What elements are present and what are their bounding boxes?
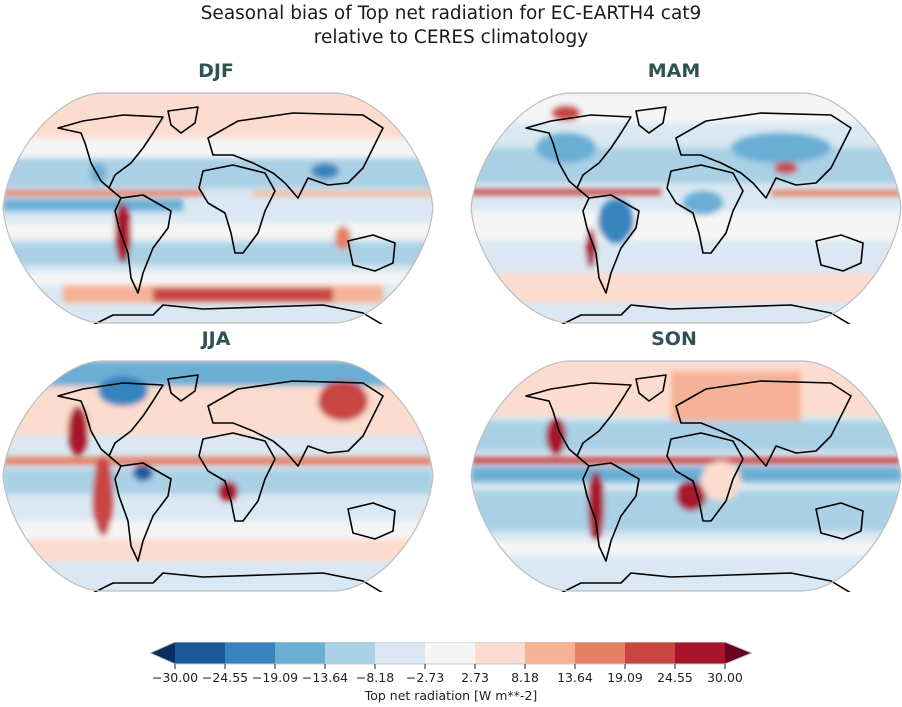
colorbar-segment — [425, 642, 476, 664]
colorbar-segment — [275, 642, 326, 664]
colorbar-tick-label: 19.09 — [607, 670, 643, 685]
colorbar-segment — [175, 642, 226, 664]
colorbar-segment — [225, 642, 276, 664]
colorbar-tick-labels: −30.00 −24.55 −19.09 −13.64 −8.18 −2.73 2.73 8.… — [150, 670, 752, 686]
map-son — [470, 360, 902, 592]
colorbar-tick-label: −13.64 — [301, 670, 349, 685]
map-djf — [2, 92, 434, 324]
colorbar-tick-label: 24.55 — [657, 670, 693, 685]
colorbar-tick-label: −30.00 — [151, 670, 199, 685]
colorbar — [148, 641, 754, 669]
colorbar-tick-label: −24.55 — [201, 670, 249, 685]
colorbar-tick-label: 30.00 — [707, 670, 743, 685]
colorbar-segment — [375, 642, 426, 664]
colorbar-segment — [525, 642, 576, 664]
colorbar-segment — [475, 642, 526, 664]
colorbar-extend-max — [725, 642, 752, 664]
title-line-1: Seasonal bias of Top net radiation for E… — [200, 3, 702, 24]
panel-title-jja: JJA — [201, 328, 231, 350]
panel-title-son: SON — [651, 328, 697, 350]
map-jja — [2, 360, 434, 592]
figure-title: Seasonal bias of Top net radiation for E… — [0, 2, 902, 50]
colorbar-segment — [675, 642, 726, 664]
colorbar-tick-label: 8.18 — [511, 670, 539, 685]
title-line-2: relative to CERES climatology — [313, 27, 589, 48]
colorbar-tick-label: −8.18 — [355, 670, 395, 685]
panel-title-djf: DJF — [198, 60, 234, 82]
map-mam — [470, 92, 902, 324]
colorbar-tick-label: 13.64 — [557, 670, 593, 685]
colorbar-segment — [575, 642, 626, 664]
colorbar-tick-label: 2.73 — [461, 670, 489, 685]
colorbar-tick-label: −2.73 — [405, 670, 445, 685]
colorbar-segment — [625, 642, 676, 664]
colorbar-label: Top net radiation [W m**-2] — [364, 688, 538, 703]
colorbar-extend-min — [150, 642, 175, 664]
colorbar-segment — [325, 642, 376, 664]
colorbar-tick-label: −19.09 — [251, 670, 299, 685]
panel-title-mam: MAM — [647, 60, 701, 82]
